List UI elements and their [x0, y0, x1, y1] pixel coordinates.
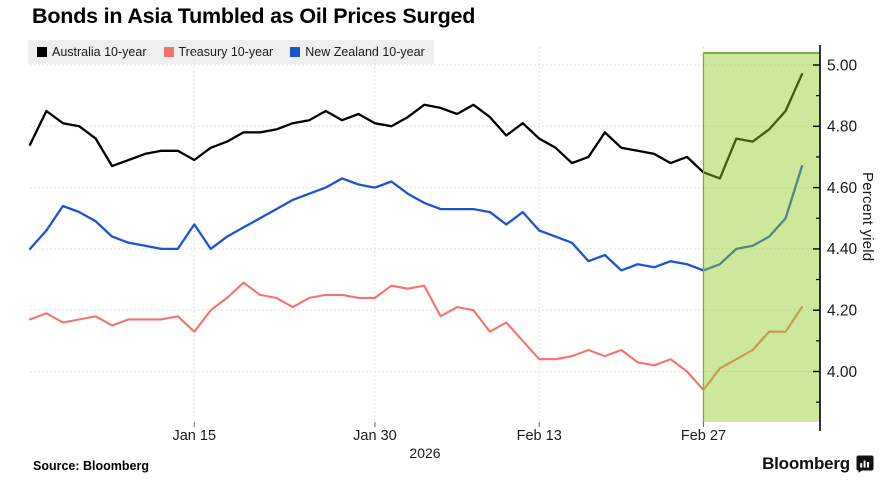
- series-line-new-zealand-10-year: [28, 164, 804, 272]
- highlight-region: [703, 53, 820, 422]
- y-tick-label: 4.20: [827, 303, 858, 320]
- legend-swatch: [37, 47, 47, 57]
- legend-item-new-zealand-10-year: New Zealand 10-year: [290, 45, 425, 59]
- y-tick-label: 4.60: [827, 180, 858, 197]
- bloomberg-logo[interactable]: Bloomberg: [762, 454, 874, 474]
- legend-item-treasury-10-year: Treasury 10-year: [163, 45, 274, 59]
- legend-item-australia-10-year: Australia 10-year: [37, 45, 147, 59]
- x-tick-label: Jan 30: [353, 428, 397, 444]
- x-tick-label: Jan 15: [172, 428, 216, 444]
- series-line-australia-10-year: [28, 73, 804, 180]
- legend: Australia 10-year Treasury 10-year New Zea…: [28, 40, 434, 64]
- bloomberg-terminal-icon: [856, 455, 874, 473]
- y-tick-label: 4.00: [827, 364, 858, 381]
- y-tick-label: 4.80: [827, 119, 858, 136]
- legend-label: Treasury 10-year: [178, 45, 274, 59]
- y-tick-label: 5.00: [827, 57, 858, 74]
- x-axis-year-label: 2026: [409, 445, 440, 461]
- x-tick-label: Feb 13: [517, 428, 562, 444]
- series-line-treasury-10-year: [28, 281, 804, 391]
- legend-label: New Zealand 10-year: [305, 45, 425, 59]
- bloomberg-logo-text: Bloomberg: [762, 454, 850, 473]
- x-tick-label: Feb 27: [681, 428, 726, 444]
- chart-title: Bonds in Asia Tumbled as Oil Prices Surg…: [32, 4, 476, 28]
- legend-swatch: [290, 47, 301, 57]
- source-note: Source: Bloomberg: [33, 459, 149, 473]
- y-axis-title: Percent yield: [859, 172, 876, 262]
- y-tick-label: 4.40: [827, 241, 858, 258]
- legend-swatch: [163, 47, 174, 57]
- legend-label: Australia 10-year: [52, 45, 147, 59]
